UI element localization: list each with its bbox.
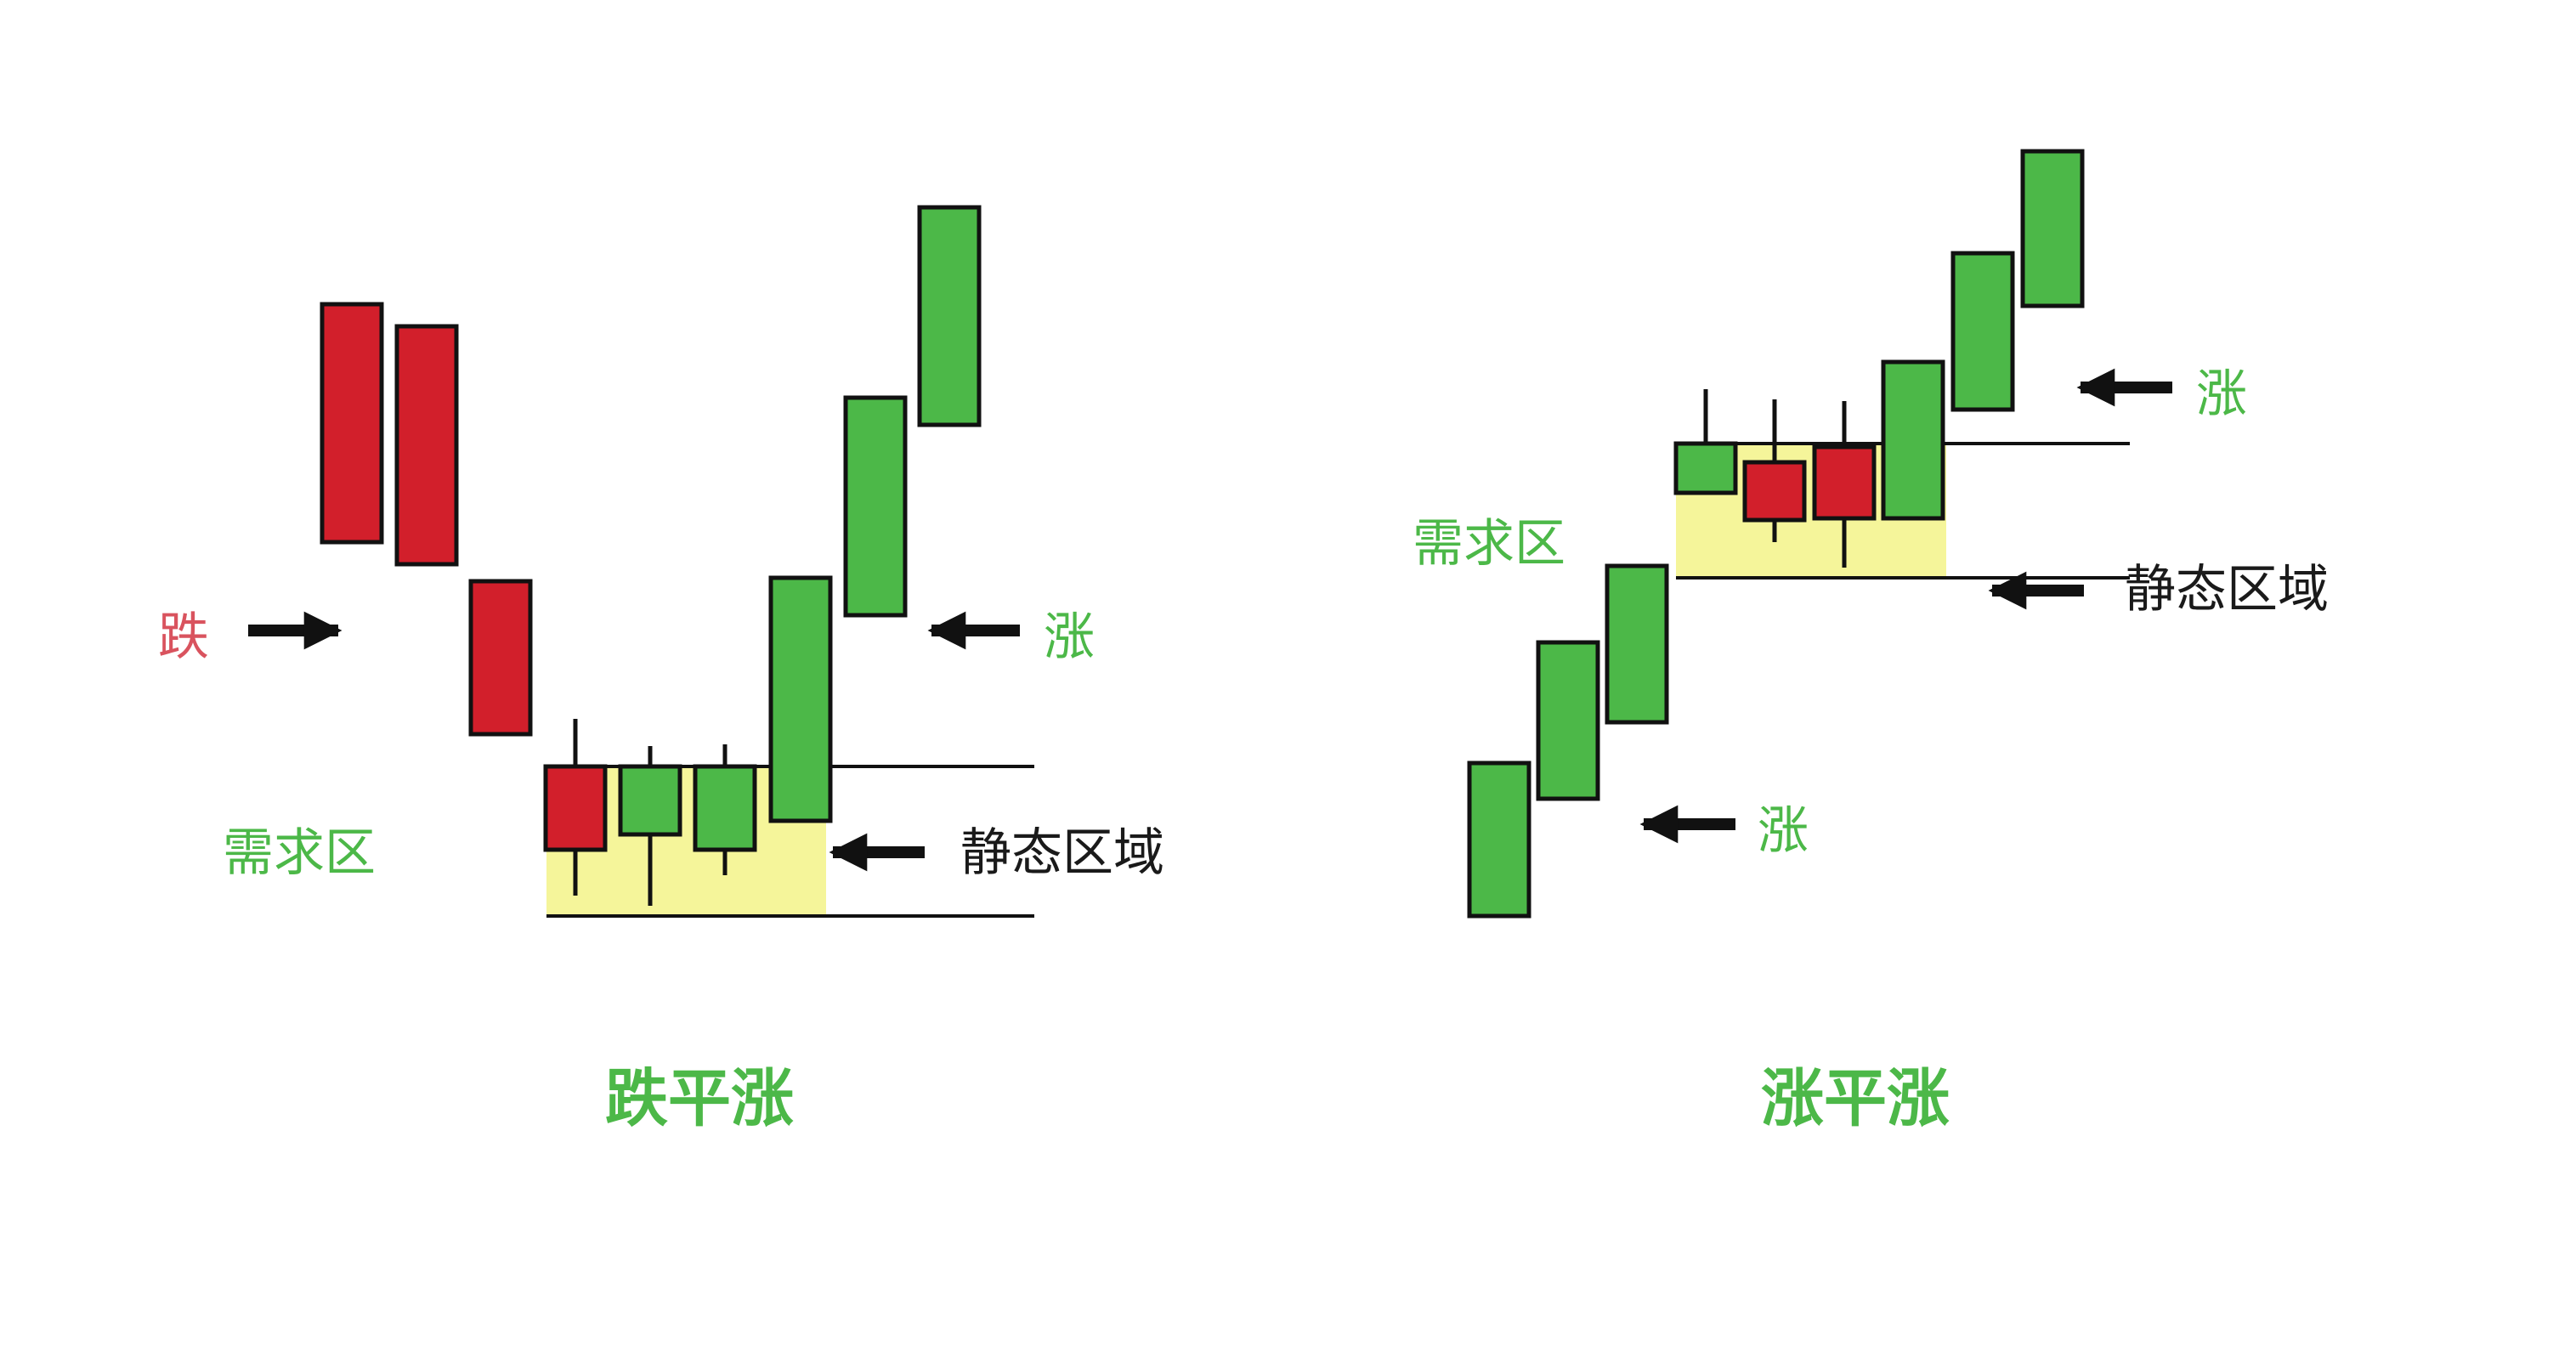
bearish-candle: [543, 719, 608, 896]
diagram-title: 涨平涨: [1761, 1062, 1950, 1135]
candle-body: [1605, 563, 1669, 725]
demand-zone-label: 需求区: [1413, 514, 1565, 574]
candle-body: [768, 575, 833, 823]
bullish-candle: [768, 575, 833, 823]
rally-low-label: 涨: [1758, 801, 1809, 861]
diagram-title: 跌平涨: [605, 1062, 794, 1135]
bearish-candle: [468, 579, 533, 737]
bullish-candle: [1467, 760, 1531, 919]
bullish-candle: [1673, 389, 1738, 495]
bullish-candle: [843, 395, 908, 618]
bullish-candle: [618, 746, 682, 906]
bearish-candle: [1742, 399, 1807, 542]
demand-zone-label: 需求区: [223, 823, 376, 883]
candle-body: [693, 764, 757, 852]
bullish-candle: [693, 744, 757, 875]
bullish-candle: [1536, 640, 1600, 801]
rally-base-rally-diagram: 涨 涨 需求区 静态区域 涨平涨: [1413, 149, 2329, 1135]
candle-body: [618, 764, 682, 837]
candle-body: [1536, 640, 1600, 801]
bearish-candle: [320, 302, 384, 545]
candle-body: [1881, 359, 1945, 521]
candle-body: [468, 579, 533, 737]
bullish-candle: [1881, 359, 1945, 521]
candle-body: [1467, 760, 1531, 919]
candle-body: [917, 205, 982, 427]
drop-base-rally-diagram: 跌 涨 需求区 静态区域 跌平涨: [158, 205, 1164, 1135]
bearish-candle: [1812, 401, 1877, 568]
bullish-candle: [917, 205, 982, 427]
bullish-candle: [1605, 563, 1669, 725]
bullish-candle: [2020, 149, 2085, 308]
candle-body: [543, 764, 608, 852]
base-zone-label: 静态区域: [960, 823, 1164, 883]
candle-body: [843, 395, 908, 618]
candle-body: [1673, 441, 1738, 495]
bullish-candle: [1950, 251, 2015, 412]
base-zone-label: 静态区域: [2125, 560, 2329, 619]
candle-body: [2020, 149, 2085, 308]
rally-high-label: 涨: [2196, 365, 2247, 424]
candles-group: [320, 205, 982, 906]
rally-label: 涨: [1044, 608, 1095, 667]
drop-label: 跌: [158, 608, 209, 667]
candle-body: [1742, 460, 1807, 523]
candle-body: [320, 302, 384, 545]
candles-group: [1467, 149, 2085, 919]
candle-body: [1950, 251, 2015, 412]
bearish-candle: [394, 324, 459, 567]
candle-body: [1812, 444, 1877, 521]
candle-body: [394, 324, 459, 567]
